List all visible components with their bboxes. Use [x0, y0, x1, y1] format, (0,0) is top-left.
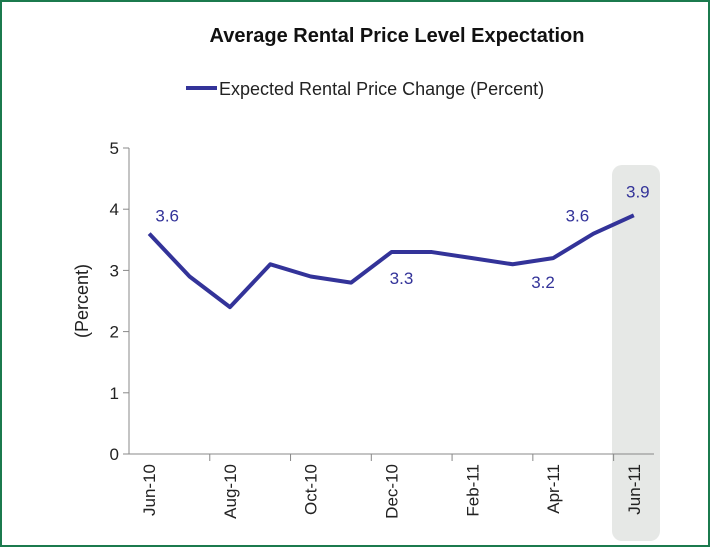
data-label: 3.6: [155, 207, 179, 226]
data-label: 3.6: [566, 207, 590, 226]
chart-title: Average Rental Price Level Expectation: [210, 25, 585, 47]
y-tick-label: 2: [110, 323, 119, 342]
x-tick-label: Jun-11: [625, 464, 644, 515]
x-tick-label: Dec-10: [383, 464, 402, 519]
x-tick-label: Aug-10: [221, 464, 240, 519]
y-tick-label: 0: [110, 445, 119, 464]
x-tick-label: Feb-11: [463, 464, 482, 517]
data-label: 3.2: [531, 273, 555, 292]
data-label: 3.9: [626, 182, 650, 201]
y-axis-label: (Percent): [72, 264, 92, 338]
legend-label: Expected Rental Price Change (Percent): [219, 79, 544, 99]
x-tick-label: Oct-10: [302, 464, 321, 515]
series-line: [147, 213, 635, 310]
x-tick-label: Jun-10: [140, 464, 159, 516]
x-tick-label: Apr-11: [544, 464, 563, 514]
highlight: [612, 165, 660, 541]
y-tick-label: 5: [110, 139, 119, 158]
data-label: 3.3: [390, 269, 414, 288]
y-tick-label: 4: [110, 200, 119, 219]
y-tick-label: 3: [110, 261, 119, 280]
y-tick-label: 1: [110, 384, 119, 403]
